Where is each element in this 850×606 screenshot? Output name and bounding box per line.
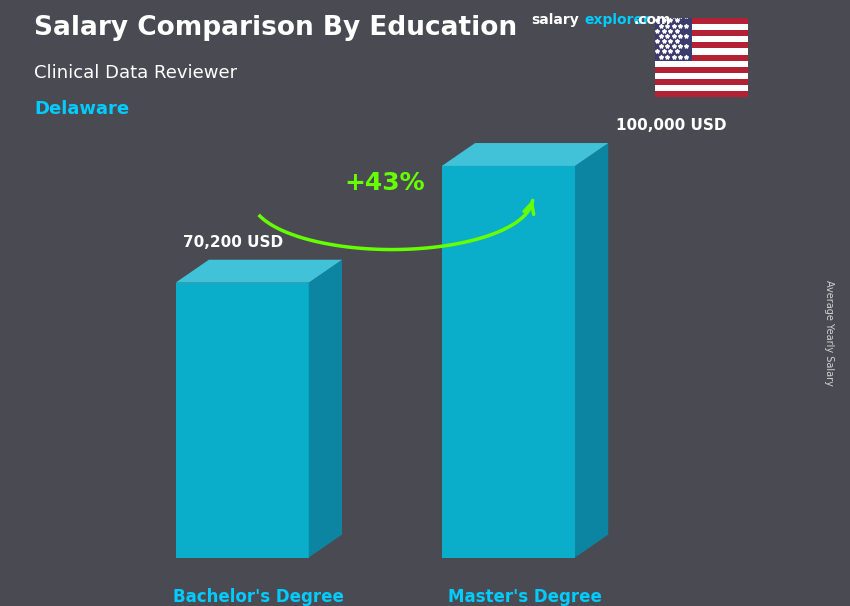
Text: salary: salary [531, 13, 579, 27]
Polygon shape [176, 260, 342, 282]
Text: .com: .com [633, 13, 671, 27]
Text: 70,200 USD: 70,200 USD [183, 235, 283, 250]
Bar [654, 48, 748, 55]
Text: Master's Degree: Master's Degree [448, 588, 602, 606]
Text: Average Yearly Salary: Average Yearly Salary [824, 281, 834, 386]
Text: explorer: explorer [584, 13, 649, 27]
FancyBboxPatch shape [442, 166, 575, 558]
Text: Salary Comparison By Education: Salary Comparison By Education [34, 15, 517, 41]
Text: Delaware: Delaware [34, 100, 129, 118]
Bar [654, 85, 748, 91]
Bar [654, 61, 748, 67]
Bar [654, 18, 692, 61]
Bar [654, 30, 748, 36]
Polygon shape [309, 260, 342, 558]
Bar [654, 36, 748, 42]
Bar [654, 55, 748, 61]
Bar [654, 79, 748, 85]
Bar [654, 24, 748, 30]
Text: Clinical Data Reviewer: Clinical Data Reviewer [34, 64, 237, 82]
FancyBboxPatch shape [176, 282, 309, 558]
Bar [654, 73, 748, 79]
Bar [654, 67, 748, 73]
Bar [654, 42, 748, 48]
Bar [654, 91, 748, 97]
Text: Bachelor's Degree: Bachelor's Degree [173, 588, 344, 606]
Text: 100,000 USD: 100,000 USD [615, 118, 726, 133]
Text: +43%: +43% [344, 171, 425, 195]
Polygon shape [575, 143, 609, 558]
Polygon shape [442, 143, 609, 166]
Bar [654, 18, 748, 24]
